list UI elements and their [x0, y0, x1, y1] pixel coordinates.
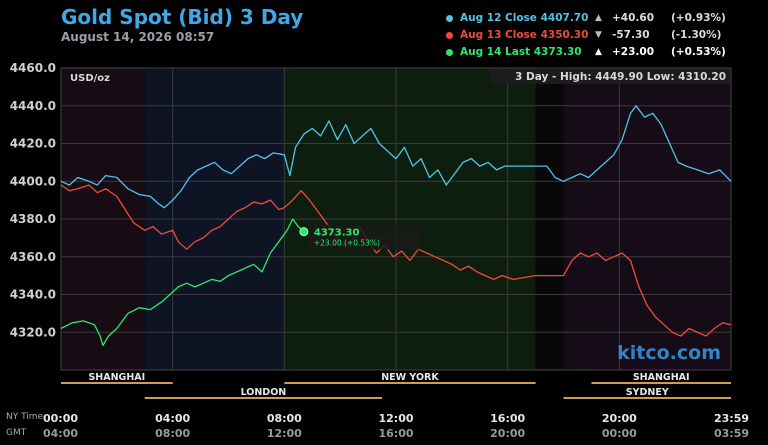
x-tick-gmt: 20:00 [490, 427, 525, 440]
legend-pct: (-1.30%) [671, 29, 722, 41]
x-tick-ny: 23:59 [714, 412, 749, 425]
session-label: SYDNEY [626, 387, 669, 398]
session-label: NEW YORK [381, 372, 439, 383]
last-price-annotation: 4373.30+23.00 (+0.53%) [299, 224, 419, 250]
legend-arrow: ▲ [595, 47, 602, 57]
plot-frame [60, 67, 732, 371]
x-tick-gmt: 00:00 [602, 427, 637, 440]
x-tick-ny: 20:00 [602, 412, 637, 425]
legend-pct: (+0.93%) [671, 12, 726, 24]
legend-label: Aug 12 Close 4407.70 [460, 12, 589, 24]
series-line [60, 105, 732, 209]
y-tick-label: 4400.0 [10, 174, 56, 188]
session-bars: SHANGHAI LONDON NEW YORK SHANGHAI SYDNEY [61, 372, 731, 399]
legend-arrow: ▼ [595, 30, 602, 40]
legend-change: +40.60 [612, 12, 655, 24]
y-tick-label: 4440.0 [10, 99, 56, 113]
series-line [60, 218, 305, 347]
last-price-marker [299, 227, 309, 237]
y-tick-label: 4320.0 [10, 325, 56, 339]
y-axis-ticks: 4460.0 4440.0 4420.0 4400.0 4380.0 4360.0 4340… [10, 61, 56, 339]
legend-label: Aug 13 Close 4350.30 [460, 29, 589, 41]
ny-time-label: NY Time [6, 412, 44, 422]
session-label: SHANGHAI [633, 372, 690, 383]
legend-item: Aug 14 Last 4373.30 ▲ +23.00 (+0.53%) [446, 44, 746, 61]
legend-item: Aug 13 Close 4350.30 ▼ -57.30 (-1.30%) [446, 27, 746, 44]
annotation-change: +23.00 (+0.53%) [314, 239, 380, 248]
range-box [490, 69, 730, 84]
annotation-box [308, 224, 419, 250]
y-tick-label: 4420.0 [10, 137, 56, 151]
annotation-value: 4373.30 [314, 228, 360, 239]
y-tick-label: 4360.0 [10, 250, 56, 264]
x-tick-ny: 16:00 [490, 412, 525, 425]
watermark-logo: kitco.com [617, 342, 721, 364]
legend-change: +23.00 [612, 46, 655, 58]
x-tick-gmt: 16:00 [378, 427, 413, 440]
legend-arrow: ▲ [595, 13, 602, 23]
y-tick-label: 4340.0 [10, 288, 56, 302]
chart-date: August 14, 2026 08:57 [61, 30, 215, 44]
y-tick-label: 4460.0 [10, 61, 56, 75]
series-lines [60, 105, 732, 347]
x-tick-ny: 00:00 [43, 412, 78, 425]
x-tick-gmt: 04:00 [43, 427, 78, 440]
chart-title: Gold Spot (Bid) 3 Day [61, 5, 304, 29]
gmt-label: GMT [6, 428, 27, 438]
session-label: SHANGHAI [88, 372, 145, 383]
legend-label: Aug 14 Last 4373.30 [460, 46, 582, 58]
x-tick-gmt: 12:00 [267, 427, 302, 440]
x-axis-ticks: 00:00 04:00 08:00 12:00 16:00 20:00 23:59 04:00… [43, 412, 749, 440]
y-tick-label: 4380.0 [10, 212, 56, 226]
x-tick-gmt: 08:00 [155, 427, 190, 440]
x-tick-ny: 12:00 [378, 412, 413, 425]
legend: Aug 12 Close 4407.70 ▲ +40.60 (+0.93%) A… [446, 10, 746, 61]
legend-dot [446, 49, 453, 56]
legend-dot [446, 15, 453, 22]
unit-label: USD/oz [70, 73, 110, 84]
range-text: 3 Day - High: 4449.90 Low: 4310.20 [515, 71, 726, 83]
legend-pct: (+0.53%) [671, 46, 726, 58]
series-line [60, 184, 732, 337]
x-tick-ny: 08:00 [267, 412, 302, 425]
x-tick-ny: 04:00 [155, 412, 190, 425]
legend-change: -57.30 [612, 29, 650, 41]
x-tick-gmt: 03:59 [714, 427, 749, 440]
legend-dot [446, 32, 453, 39]
session-label: LONDON [241, 387, 287, 398]
legend-item: Aug 12 Close 4407.70 ▲ +40.60 (+0.93%) [446, 10, 746, 27]
